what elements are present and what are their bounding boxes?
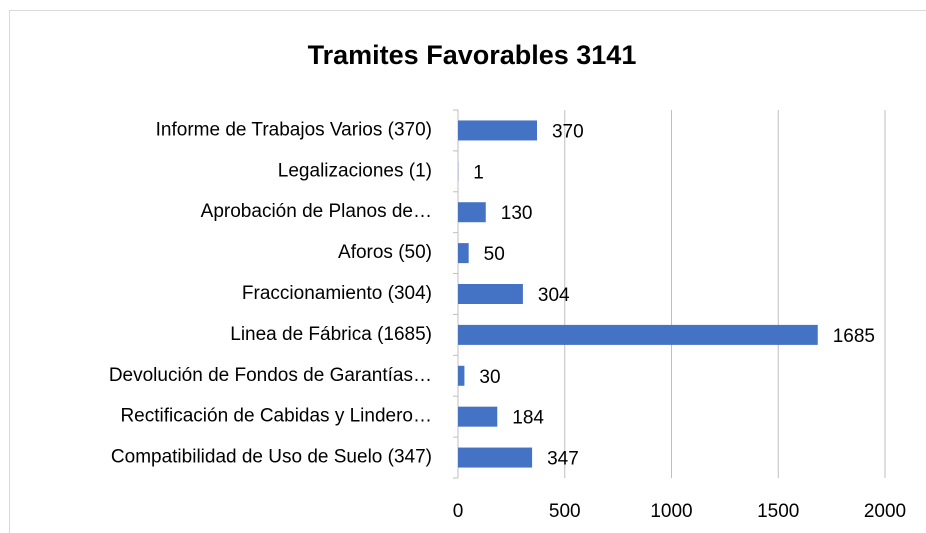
y-tick-label: Devolución de Fondos de Garantías… bbox=[109, 365, 432, 386]
chart-title: Tramites Favorables 3141 bbox=[308, 40, 637, 70]
bar bbox=[458, 284, 523, 304]
y-tick-label: Rectificación de Cabidas y Lindero… bbox=[120, 406, 432, 427]
data-label: 370 bbox=[552, 121, 584, 142]
data-label: 30 bbox=[479, 367, 500, 388]
bar bbox=[458, 324, 818, 345]
y-tick-label: Informe de Trabajos Varios (370) bbox=[156, 119, 432, 140]
data-label: 304 bbox=[538, 285, 570, 306]
bar bbox=[458, 243, 469, 264]
bar bbox=[458, 365, 465, 386]
x-tick-label: 1500 bbox=[757, 501, 799, 522]
y-tick-label: Aforos (50) bbox=[338, 242, 432, 263]
data-label: 184 bbox=[512, 408, 544, 429]
data-label: 347 bbox=[547, 449, 579, 470]
y-tick-label: Fraccionamiento (304) bbox=[242, 283, 432, 304]
data-label: 130 bbox=[501, 203, 533, 224]
y-tick-label: Linea de Fábrica (1685) bbox=[230, 324, 432, 345]
y-tick-label: Compatibilidad de Uso de Suelo (347) bbox=[111, 447, 432, 468]
bar bbox=[458, 202, 486, 223]
data-label: 1685 bbox=[833, 326, 875, 347]
bar bbox=[458, 406, 498, 427]
data-label: 50 bbox=[484, 244, 505, 265]
x-tick-label: 1000 bbox=[650, 501, 692, 522]
data-label: 1 bbox=[473, 162, 484, 183]
x-tick-label: 2000 bbox=[864, 501, 906, 522]
x-tick-label: 500 bbox=[549, 501, 581, 522]
x-tick-label: 0 bbox=[453, 501, 464, 522]
y-tick-label: Aprobación de Planos de… bbox=[201, 201, 432, 222]
bar bbox=[458, 447, 533, 468]
chart-frame bbox=[9, 10, 926, 533]
bar bbox=[458, 120, 537, 141]
y-tick-label: Legalizaciones (1) bbox=[278, 160, 432, 181]
